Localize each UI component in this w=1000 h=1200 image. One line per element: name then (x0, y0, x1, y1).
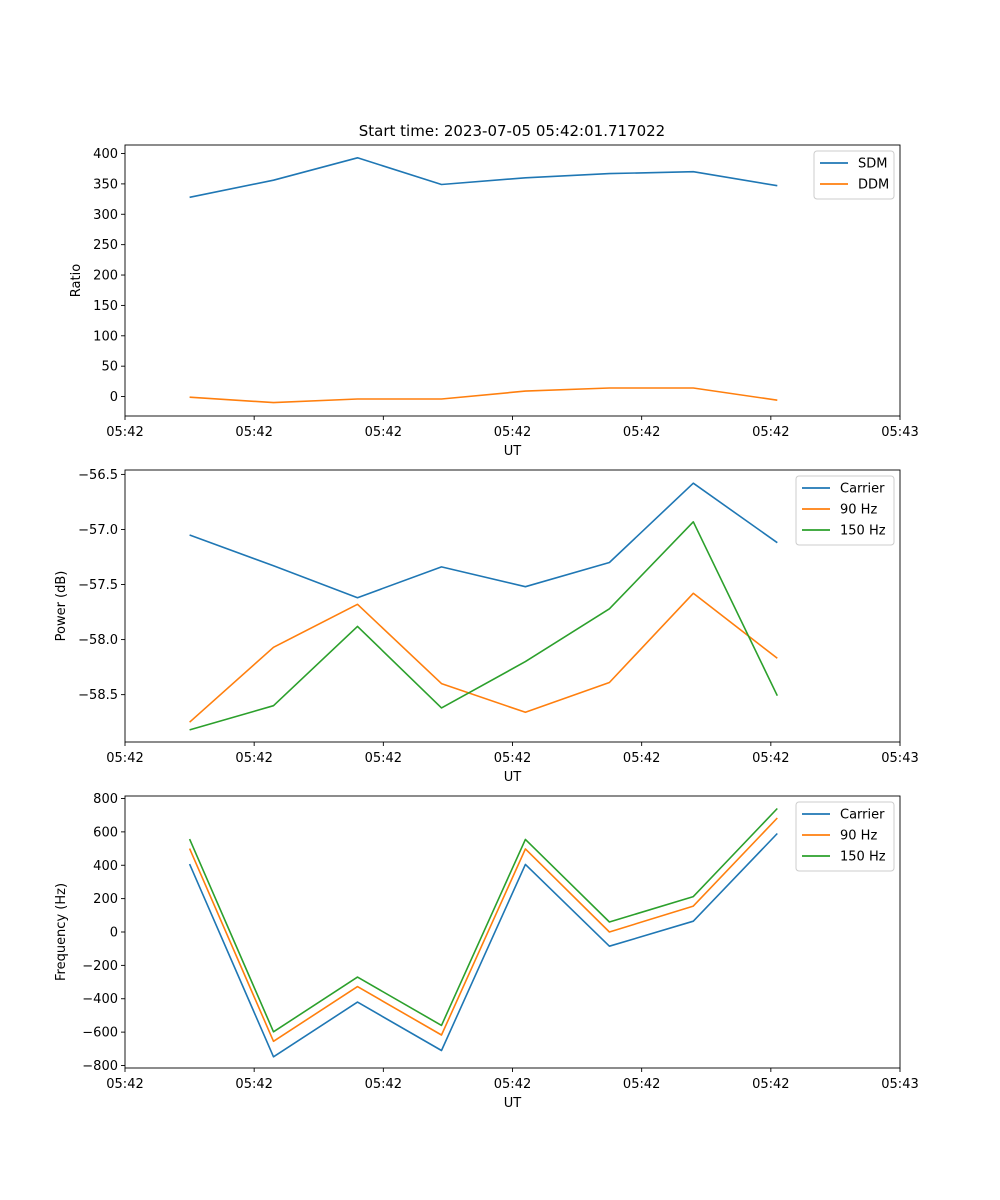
legend-box (795, 801, 895, 872)
y-tick-label: 800 (93, 792, 118, 807)
y-tick-label: 0 (110, 390, 118, 405)
y-tick-label: −800 (82, 1059, 118, 1074)
series-line-ddm (189, 387, 778, 404)
y-tick-label: −56.5 (78, 468, 118, 483)
legend-label-ddm: DDM (858, 178, 889, 193)
series-line-sdm (189, 157, 778, 199)
subplot-2: −58.5 −58.0 −57.5 −57.0 −56.5 05:42 05:42 05:42… (54, 468, 919, 785)
y-tick-label: −400 (82, 992, 118, 1007)
y-tick-label: 150 (93, 299, 118, 314)
legend-label-carrier: Carrier (840, 482, 885, 497)
series-line-150-hz (189, 520, 779, 731)
x-tick-label: 05:42 (235, 751, 272, 766)
series-line-90-hz (189, 592, 778, 723)
x-tick-label: 05:42 (494, 425, 531, 440)
series-line-carrier (189, 482, 778, 599)
legend: SDM DDM (813, 150, 895, 200)
x-tick-label: 05:42 (494, 1077, 531, 1092)
legend: Carrier 90 Hz 150 Hz (795, 475, 895, 546)
x-tick-label: 05:42 (752, 1077, 789, 1092)
y-tick-label: −600 (82, 1026, 118, 1041)
legend-label-90-hz: 90 Hz (840, 829, 877, 844)
subplots: 0 50 100 150 200 250 300 350 400 05:42 05:42 05:42 0… (54, 144, 919, 1111)
x-tick-label: 05:42 (623, 425, 660, 440)
y-axis-label: Ratio (69, 264, 84, 297)
subplot-1: 0 50 100 150 200 250 300 350 400 05:42 05:42 05:42 0… (69, 144, 919, 459)
axes-frame (124, 469, 901, 743)
legend-label-carrier: Carrier (840, 808, 885, 823)
x-tick-label: 05:42 (623, 1077, 660, 1092)
x-tick-label: 05:42 (365, 425, 402, 440)
legend: Carrier 90 Hz 150 Hz (795, 801, 895, 872)
legend-label-sdm: SDM (858, 157, 887, 172)
axes-frame (124, 795, 901, 1069)
x-tick-label: 05:42 (365, 1077, 402, 1092)
x-axis-label: UT (504, 444, 522, 459)
x-tick-label: 05:42 (106, 425, 143, 440)
y-tick-label: 600 (93, 825, 118, 840)
x-axis-label: UT (504, 770, 522, 785)
y-tick-label: 350 (93, 177, 118, 192)
x-tick-label: 05:42 (623, 751, 660, 766)
x-tick-label: 05:42 (235, 425, 272, 440)
legend-label-150-hz: 150 Hz (840, 524, 886, 539)
y-tick-label: 200 (93, 892, 118, 907)
x-tick-label: 05:42 (106, 751, 143, 766)
x-tick-label: 05:43 (881, 425, 918, 440)
x-tick-label: 05:42 (235, 1077, 272, 1092)
y-tick-label: −57.0 (78, 523, 118, 538)
x-tick-label: 05:42 (494, 751, 531, 766)
y-tick-label: −58.0 (78, 633, 118, 648)
y-tick-label: 400 (93, 147, 118, 162)
y-tick-label: 0 (110, 926, 118, 941)
legend-box (795, 475, 895, 546)
x-tick-label: 05:42 (365, 751, 402, 766)
y-axis-label: Power (dB) (54, 571, 69, 642)
series-line-90-hz (188, 817, 778, 1043)
x-tick-label: 05:43 (881, 751, 918, 766)
series-line-carrier (188, 832, 778, 1058)
figure-title: Start time: 2023-07-05 05:42:01.717022 (359, 122, 665, 140)
x-tick-label: 05:42 (106, 1077, 143, 1092)
y-tick-label: 200 (93, 269, 118, 284)
y-tick-label: −58.5 (78, 688, 118, 703)
x-tick-label: 05:43 (881, 1077, 918, 1092)
subplot-3: −800 −600 −400 −200 0 200 400 600 800 05:42 05:42 0… (54, 792, 919, 1111)
x-tick-label: 05:42 (752, 425, 789, 440)
x-axis-label: UT (504, 1096, 522, 1111)
legend-label-150-hz: 150 Hz (840, 850, 886, 865)
axes-frame (124, 144, 901, 417)
y-tick-label: −57.5 (78, 578, 118, 593)
y-axis-label: Frequency (Hz) (54, 883, 69, 981)
x-tick-label: 05:42 (752, 751, 789, 766)
y-tick-label: 400 (93, 859, 118, 874)
y-tick-label: −200 (82, 959, 118, 974)
y-tick-label: 50 (101, 360, 118, 375)
y-tick-label: 250 (93, 238, 118, 253)
y-tick-label: 300 (93, 208, 118, 223)
legend-label-90-hz: 90 Hz (840, 503, 877, 518)
y-tick-label: 100 (93, 329, 118, 344)
series-line-150-hz (188, 807, 778, 1033)
